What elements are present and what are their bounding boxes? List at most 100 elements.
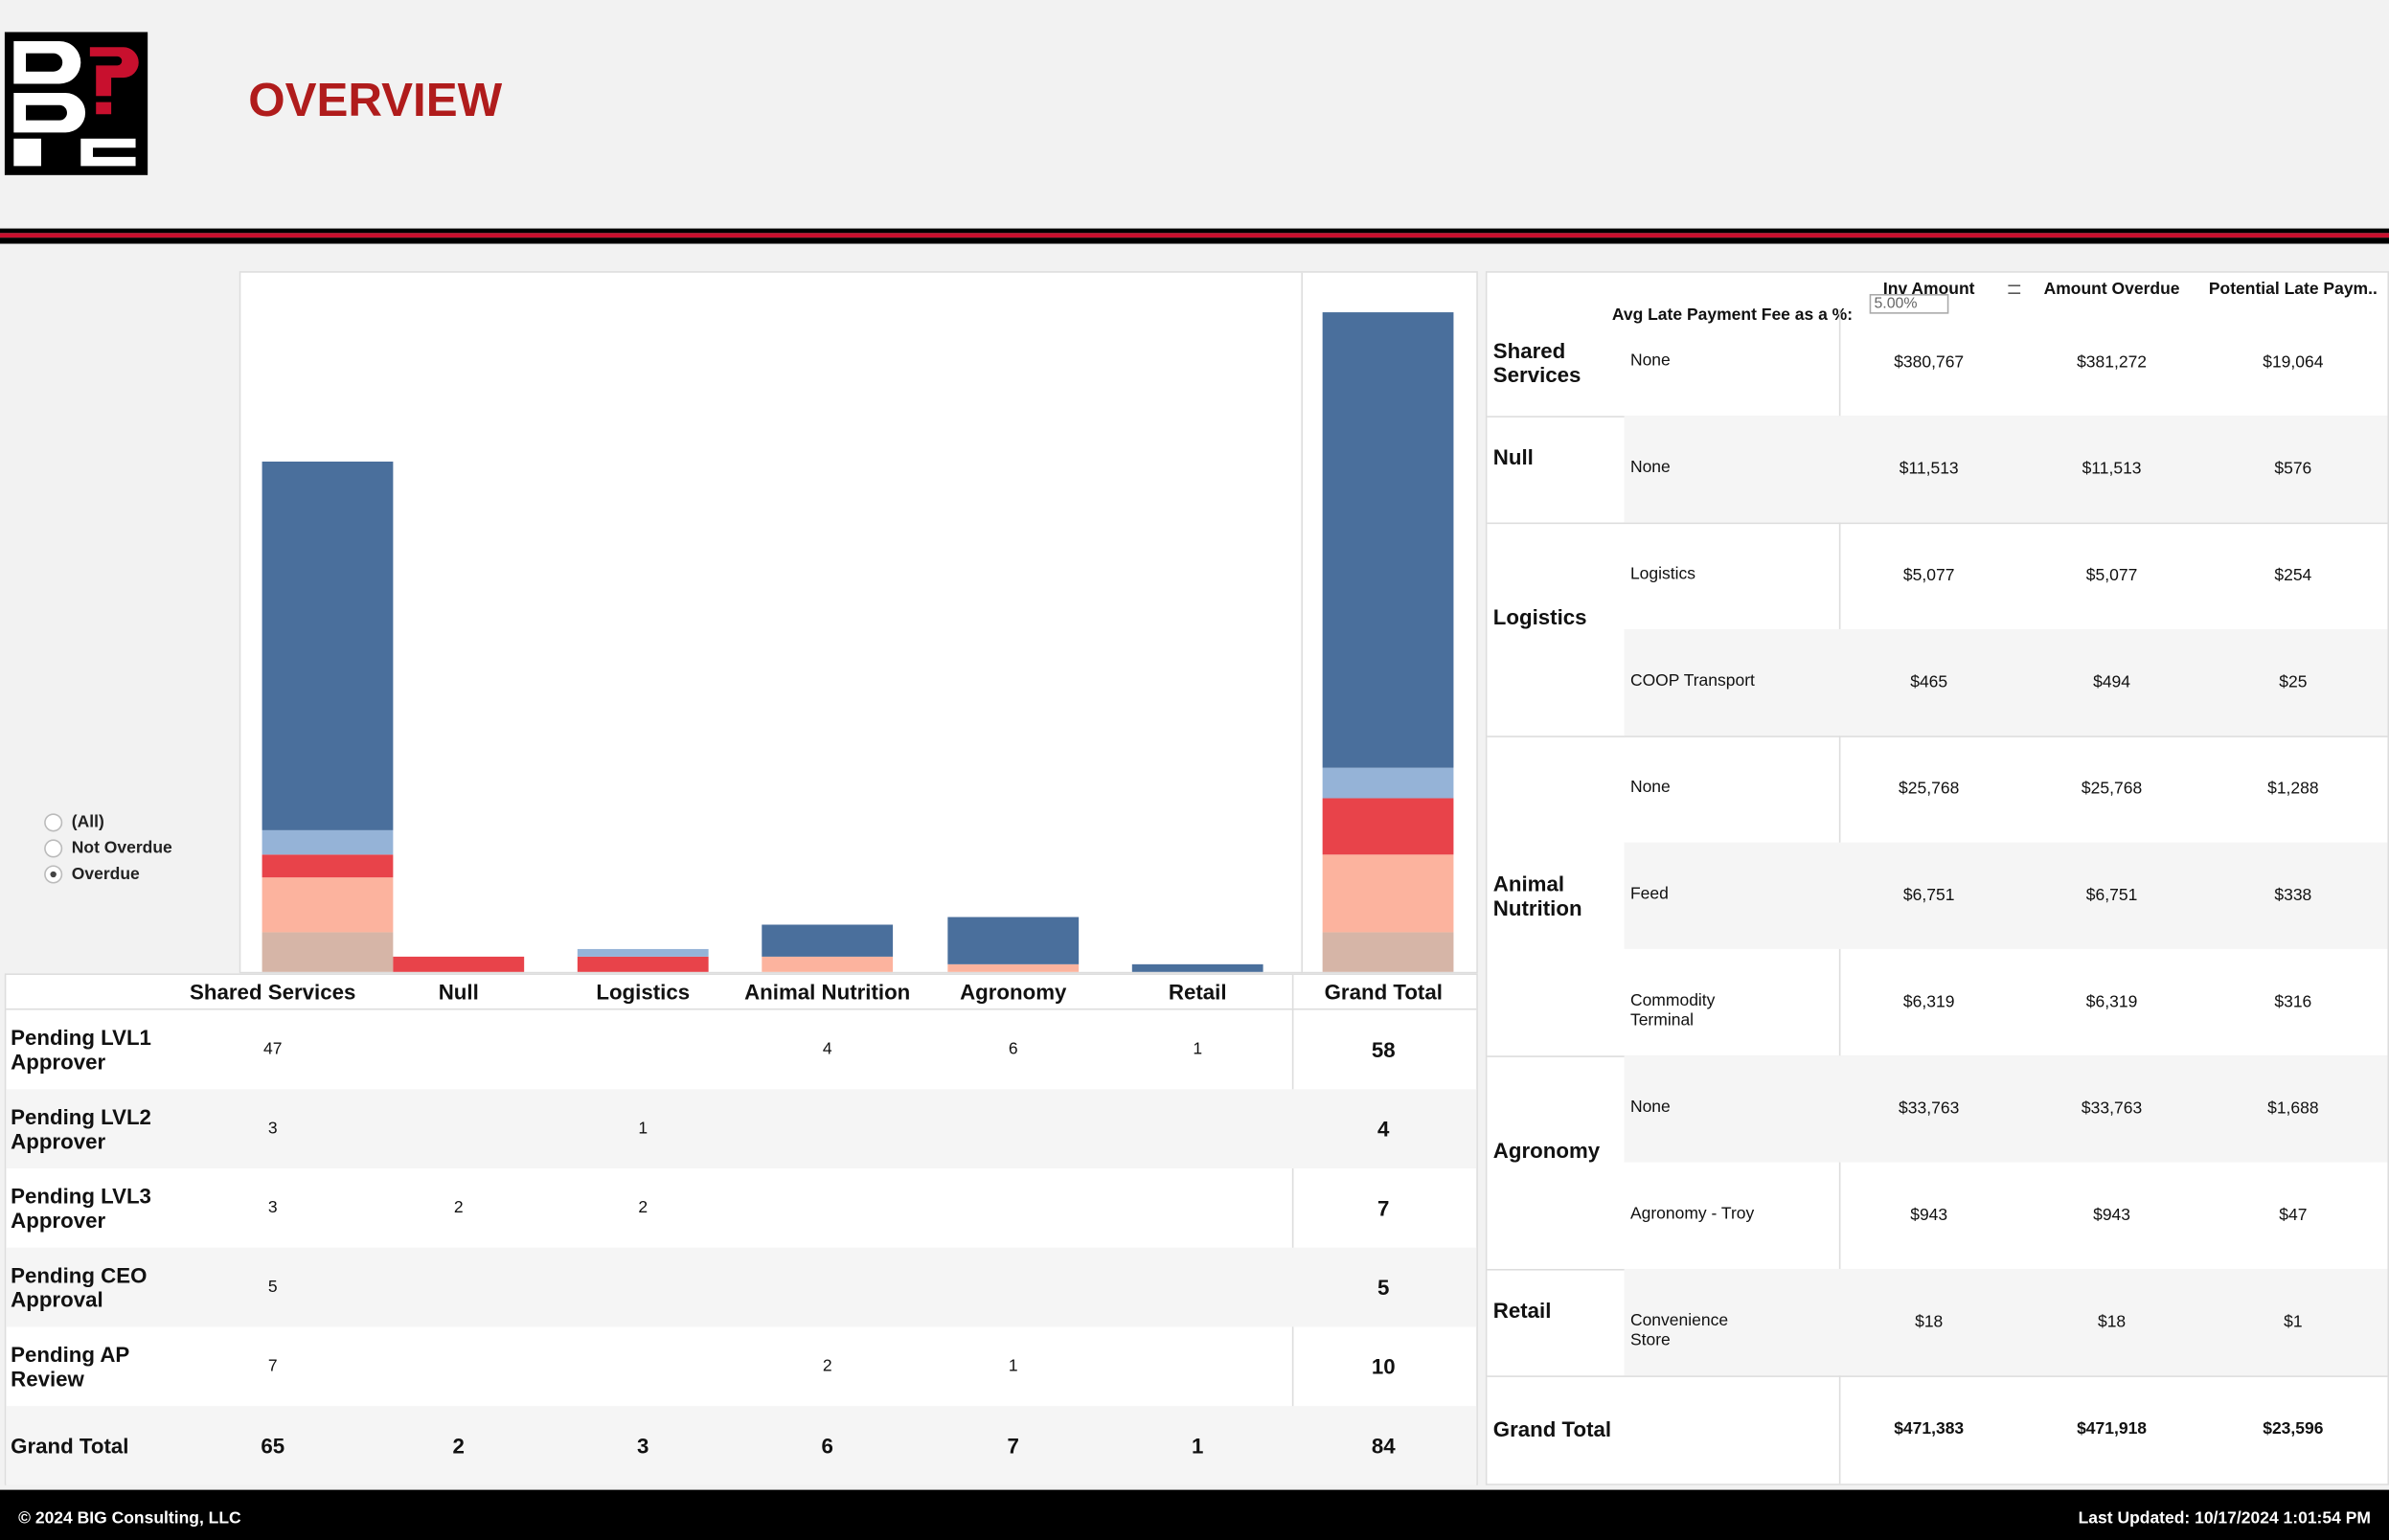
bar-segment xyxy=(577,956,709,972)
group-border xyxy=(1487,522,2388,525)
row-shade xyxy=(1624,1268,2388,1376)
cell: $471,918 xyxy=(2077,1419,2148,1438)
cell: 6 xyxy=(1008,1040,1018,1059)
status-table xyxy=(4,973,1478,1485)
copyright: © 2024 BIG Consulting, LLC xyxy=(18,1509,241,1529)
last-updated: Last Updated: 10/17/2024 1:01:54 PM xyxy=(2078,1509,2371,1529)
column-header: Grand Total xyxy=(1324,979,1443,1005)
cell: $338 xyxy=(2274,886,2312,905)
bar-segment xyxy=(262,853,394,878)
header-stripes xyxy=(0,225,2389,246)
row-label: Convenience Store xyxy=(1629,1311,1729,1350)
cell: 65 xyxy=(261,1433,285,1459)
row-label: Pending LVL2 Approver xyxy=(11,1104,151,1154)
cell: $19,064 xyxy=(2263,353,2324,373)
cell: $1,288 xyxy=(2267,780,2319,799)
radio-dot xyxy=(50,871,57,878)
cell: $6,751 xyxy=(2085,886,2138,905)
row-label: None xyxy=(1629,778,1671,797)
cell: 1 xyxy=(1193,1040,1203,1059)
cell: 2 xyxy=(453,1198,464,1217)
cell: 2 xyxy=(822,1357,832,1376)
cell: $11,513 xyxy=(2082,460,2142,479)
filter-option[interactable]: Not Overdue xyxy=(71,839,172,858)
cell: $381,272 xyxy=(2077,353,2148,373)
column-header: Amount Overdue xyxy=(2043,280,2180,299)
bar-segment xyxy=(1322,767,1454,800)
cell: $254 xyxy=(2274,566,2312,585)
cell: $33,763 xyxy=(1899,1099,1960,1119)
parameter-label: Avg Late Payment Fee as a %: xyxy=(1611,306,1854,325)
cell: $6,751 xyxy=(1902,886,1955,905)
cell: 47 xyxy=(262,1040,283,1059)
row-label: None xyxy=(1629,1098,1671,1117)
bar-segment xyxy=(393,956,525,972)
row-label: Feed xyxy=(1629,885,1669,904)
row-shade xyxy=(1624,1055,2388,1163)
parameter-input[interactable]: 5.00% xyxy=(1869,293,1949,314)
cell: $316 xyxy=(2274,993,2312,1012)
row-shade xyxy=(1624,628,2388,736)
cell: $33,763 xyxy=(2081,1099,2143,1119)
cell: 5 xyxy=(267,1278,278,1297)
bar-segment xyxy=(1322,853,1454,933)
group-label: Agronomy xyxy=(1492,1138,1601,1163)
radio-button[interactable] xyxy=(44,813,63,832)
group-border xyxy=(1487,736,2388,737)
logo xyxy=(4,32,148,175)
cell: 3 xyxy=(637,1433,649,1459)
group-border xyxy=(1487,1375,2388,1377)
row-label: Grand Total xyxy=(11,1433,129,1459)
row-label: Pending LVL3 Approver xyxy=(11,1183,151,1233)
column-header: Shared Services xyxy=(190,979,356,1005)
cell: $25 xyxy=(2279,673,2308,692)
group-label: Shared Services xyxy=(1492,338,1581,388)
cell: $1,688 xyxy=(2267,1099,2319,1119)
row-label: COOP Transport xyxy=(1629,671,1755,691)
cell: $6,319 xyxy=(2085,993,2138,1012)
group-label: Logistics xyxy=(1492,604,1587,629)
column-header: Potential Late Paym.. xyxy=(2208,280,2378,299)
cell: 7 xyxy=(267,1357,278,1376)
group-label: Animal Nutrition xyxy=(1492,871,1582,920)
row-label: Pending CEO Approval xyxy=(11,1262,148,1312)
cell: 7 xyxy=(1007,1433,1019,1459)
row-shade xyxy=(6,1247,1477,1327)
cell: $471,383 xyxy=(1894,1419,1965,1438)
cell: $576 xyxy=(2274,460,2312,479)
cell: 6 xyxy=(821,1433,833,1459)
bar-segment xyxy=(262,932,394,972)
row-label: Agronomy - Troy xyxy=(1629,1205,1755,1224)
group-label: Null xyxy=(1492,444,1534,469)
cell: $6,319 xyxy=(1902,993,1955,1012)
cell: 3 xyxy=(267,1120,278,1139)
cell: $380,767 xyxy=(1894,353,1965,373)
bar-segment xyxy=(262,461,394,831)
bar-segment xyxy=(262,830,394,854)
stripe xyxy=(0,228,2389,234)
bar-segment xyxy=(1131,963,1263,972)
cell: 3 xyxy=(267,1198,278,1217)
cell: 2 xyxy=(452,1433,465,1459)
cell: $5,077 xyxy=(2085,566,2138,585)
bar-segment xyxy=(762,924,894,957)
cell: $943 xyxy=(2093,1206,2131,1225)
row-label: Commodity Terminal xyxy=(1629,991,1716,1030)
cell: 2 xyxy=(638,1198,648,1217)
cell: 4 xyxy=(822,1040,832,1059)
column-header: Retail xyxy=(1168,979,1227,1005)
bar-segment xyxy=(1322,311,1454,768)
column-header: Null xyxy=(438,979,479,1005)
row-label: None xyxy=(1629,351,1671,371)
cell: $11,513 xyxy=(1899,460,1959,479)
radio-button[interactable] xyxy=(44,839,63,858)
cell: $18 xyxy=(1915,1313,1944,1332)
bar-segment xyxy=(1322,799,1454,854)
filter-option[interactable]: Overdue xyxy=(71,865,140,884)
row-label: Grand Total xyxy=(1492,1416,1612,1441)
cell: $465 xyxy=(1910,673,1948,692)
cell: 1 xyxy=(1008,1357,1018,1376)
cell: $47 xyxy=(2279,1206,2308,1225)
filter-option[interactable]: (All) xyxy=(71,813,104,832)
